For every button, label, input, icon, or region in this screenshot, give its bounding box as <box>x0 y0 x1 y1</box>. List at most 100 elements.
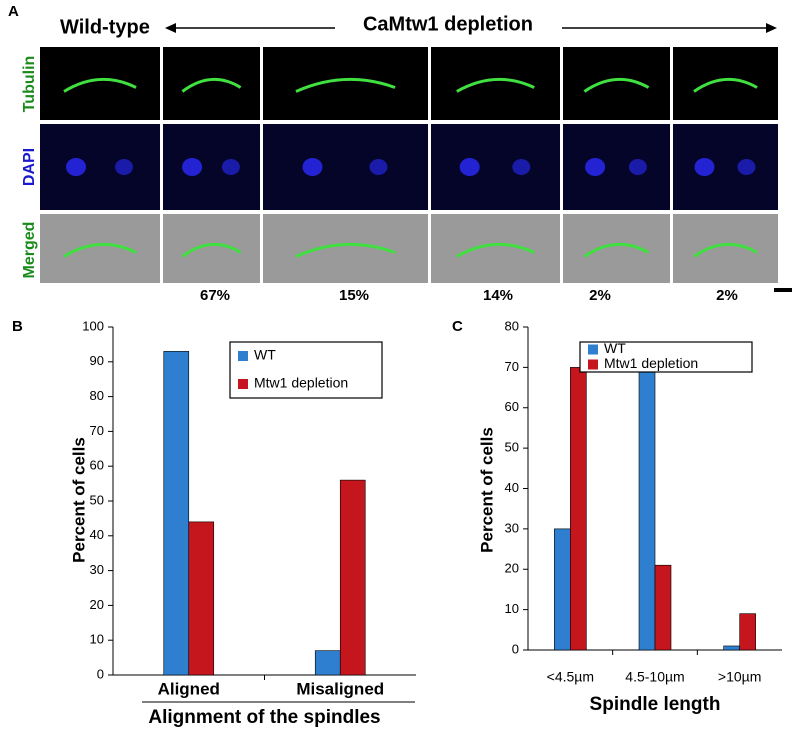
bar <box>163 351 190 676</box>
spindle <box>63 242 137 258</box>
legend-swatch <box>588 359 598 370</box>
y-tick-label: 10 <box>90 632 104 647</box>
y-tick-label: 50 <box>505 440 519 455</box>
x-axis-label: Spindle length <box>590 694 721 715</box>
micrograph <box>431 214 560 283</box>
legend-box <box>579 341 753 373</box>
nucleus <box>115 159 133 175</box>
x-tick-label: 4.5-10µm <box>625 669 684 685</box>
micrograph <box>563 214 670 283</box>
micrographs <box>40 47 778 283</box>
y-tick-label: 20 <box>505 561 519 576</box>
percentage: 67% <box>200 287 230 304</box>
y-axis-label: Percent of cells <box>69 437 88 563</box>
y-tick-label: 60 <box>505 399 519 414</box>
y-tick-label: 40 <box>505 480 519 495</box>
bar <box>723 645 740 651</box>
spindle <box>693 77 758 93</box>
spindle <box>583 77 650 93</box>
y-tick-label: 30 <box>90 562 104 577</box>
micrograph <box>163 47 260 120</box>
y-axis-label: Percent of cells <box>477 427 496 553</box>
micrograph <box>673 47 778 120</box>
bar <box>638 371 656 651</box>
spindle <box>181 242 242 258</box>
legend-box <box>229 341 383 399</box>
spindle <box>295 242 396 258</box>
x-tick-label: Aligned <box>158 679 220 698</box>
micrograph <box>563 124 670 210</box>
percentage: 2% <box>716 287 738 304</box>
nucleus <box>369 159 388 175</box>
micrograph <box>40 124 160 210</box>
y-tick-label: 80 <box>90 388 104 403</box>
nucleus <box>585 158 606 176</box>
depletion-label: CaMtw1 depletion <box>363 13 533 35</box>
nucleus <box>221 159 240 175</box>
percentage: 2% <box>589 287 611 304</box>
y-tick-label: 0 <box>512 641 519 656</box>
wild-type-label: Wild-type <box>60 16 150 38</box>
legend-swatch <box>238 379 248 389</box>
bar <box>554 528 571 651</box>
y-tick-label: 100 <box>82 318 104 333</box>
nucleus <box>737 159 756 175</box>
spindle <box>181 77 242 93</box>
x-tick-label: <4.5µm <box>547 669 594 685</box>
micrograph <box>673 214 778 283</box>
x-axis-label: Alignment of the spindles <box>148 707 380 728</box>
spindle <box>295 77 396 93</box>
legend-swatch <box>238 351 248 361</box>
arrow-head <box>766 23 777 33</box>
legend-label: Mtw1 depletion <box>254 375 348 391</box>
spindle <box>63 77 137 93</box>
nucleus <box>182 158 203 176</box>
nucleus <box>628 159 647 175</box>
row-label: DAPI <box>21 148 38 186</box>
y-tick-label: 70 <box>505 359 519 374</box>
bar <box>739 613 756 651</box>
micrograph <box>263 47 428 120</box>
y-tick-label: 80 <box>505 318 519 333</box>
nucleus <box>302 158 323 176</box>
legend-label: Mtw1 depletion <box>604 355 698 371</box>
y-tick-label: 0 <box>97 666 104 681</box>
percentage: 15% <box>339 287 369 304</box>
y-tick-label: 10 <box>505 601 519 616</box>
y-tick-label: 70 <box>90 423 104 438</box>
bar <box>188 521 215 676</box>
panel-label: A <box>8 3 19 20</box>
micrograph <box>40 214 160 283</box>
micrograph <box>163 214 260 283</box>
nucleus <box>459 158 480 176</box>
nucleus <box>512 159 531 175</box>
row-label: Merged <box>21 222 38 279</box>
x-tick-label: >10µm <box>718 669 761 685</box>
nucleus <box>66 158 86 176</box>
spindle <box>456 243 535 258</box>
micrograph <box>263 214 428 283</box>
micrograph <box>263 124 428 210</box>
y-tick-label: 30 <box>505 520 519 535</box>
legend-label: WT <box>254 347 276 363</box>
nucleus <box>694 158 715 176</box>
bar <box>654 564 672 651</box>
spindle <box>456 78 535 93</box>
micrograph <box>673 124 778 210</box>
panel-label: C <box>452 318 463 335</box>
y-tick-label: 60 <box>90 458 104 473</box>
bar <box>570 367 587 651</box>
spindle <box>693 242 758 258</box>
bar <box>314 650 341 676</box>
y-tick-label: 20 <box>90 597 104 612</box>
micrograph <box>431 47 560 120</box>
arrow-head <box>165 23 176 33</box>
y-tick-label: 40 <box>90 527 104 542</box>
panel-label: B <box>12 318 23 335</box>
legend-swatch <box>588 344 598 355</box>
y-tick-label: 90 <box>90 353 104 368</box>
micrograph <box>431 124 560 210</box>
row-label: Tubulin <box>21 56 38 113</box>
y-tick-label: 50 <box>90 492 104 507</box>
